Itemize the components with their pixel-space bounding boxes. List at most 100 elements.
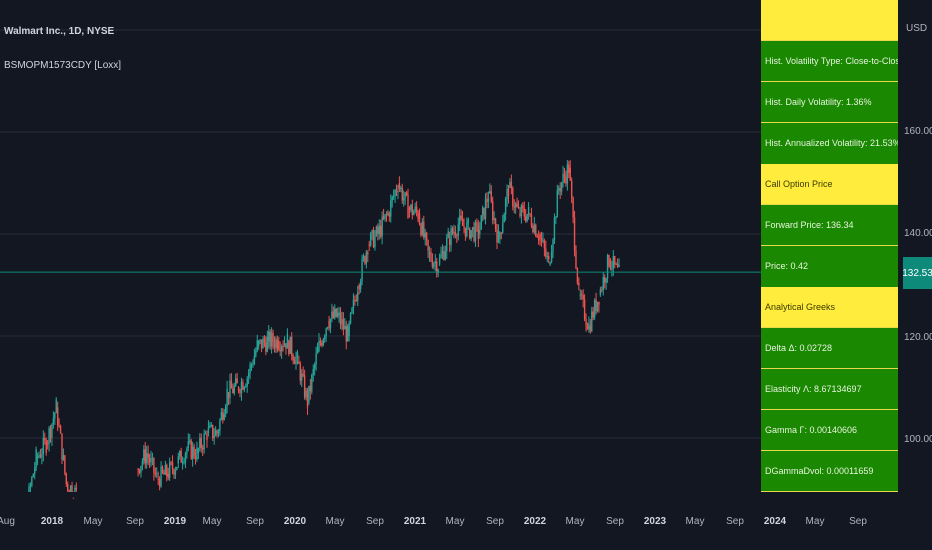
candle-body [410, 204, 412, 210]
candle-body [570, 180, 573, 198]
time-tick: 2020 [283, 516, 307, 527]
chart-area[interactable]: Walmart Inc., 1D, NYSE BSMOPM1573CDY [Lo… [0, 0, 898, 514]
candle-body [321, 343, 323, 346]
candle-body [568, 164, 570, 173]
time-tick: May [685, 516, 705, 527]
candle-body [275, 339, 277, 348]
candle-body [153, 457, 155, 473]
candle-body [263, 338, 266, 343]
candle-body [207, 427, 210, 433]
candle-body [404, 192, 406, 199]
candle-body [575, 250, 577, 269]
candle-body [334, 308, 336, 318]
candle-body [614, 256, 616, 265]
candle-body [209, 425, 211, 428]
candle-body [469, 228, 471, 239]
candle-body [237, 387, 240, 391]
candle-body [592, 311, 594, 318]
candle-body [308, 385, 310, 403]
candle-body [552, 239, 554, 252]
time-tick: 2024 [763, 516, 787, 527]
candle-body [164, 465, 167, 475]
candle-body [184, 453, 187, 463]
time-tick: May [565, 516, 585, 527]
candle-body [201, 447, 204, 450]
table-row: Price: 0.42 [761, 245, 898, 286]
candle-body [223, 413, 225, 420]
candle-body [405, 192, 408, 196]
candle-body [229, 380, 231, 399]
candle-body [34, 467, 36, 474]
candle-body [36, 456, 39, 459]
candle-body [222, 412, 224, 420]
candle-body [510, 181, 513, 189]
candle-body [438, 257, 441, 265]
candle-body [349, 312, 352, 323]
candle-body [535, 224, 537, 237]
candle-body [54, 413, 56, 419]
candle-body [367, 252, 369, 255]
candle-body [430, 252, 432, 261]
candle-body [302, 373, 304, 376]
candle-body [342, 319, 345, 330]
table-row: Forward Price: 136.34 [761, 204, 898, 245]
candle-body [605, 278, 607, 283]
candle-body [189, 440, 191, 442]
candle-body [364, 256, 366, 264]
candle-body [467, 219, 469, 223]
candle-body [565, 176, 567, 184]
candle-body [150, 458, 152, 463]
candle-body [75, 487, 78, 490]
candle-body [598, 301, 600, 305]
price-chart[interactable] [0, 0, 898, 514]
time-tick: May [325, 516, 345, 527]
candle-body [377, 226, 379, 234]
candle-body [291, 336, 293, 356]
candle-body [421, 221, 424, 235]
candle-body [499, 232, 501, 240]
candle-body [466, 222, 468, 237]
candle-body [380, 225, 382, 237]
candle-body [52, 418, 55, 424]
candle-body [382, 216, 385, 219]
candle-body [56, 407, 59, 426]
candle-body [507, 189, 510, 197]
candle-body [245, 386, 247, 388]
candle-body [325, 328, 327, 337]
symbol-legend[interactable]: Walmart Inc., 1D, NYSE [4, 26, 115, 37]
candle-body [523, 208, 525, 217]
candle-body [319, 341, 322, 344]
candle-body [226, 388, 228, 407]
candle-body [173, 469, 175, 475]
candle-body [345, 325, 347, 342]
candle-body [486, 199, 488, 203]
candle-body [243, 386, 246, 390]
candle-body [148, 457, 151, 463]
candle-body [390, 200, 392, 217]
candle-body [306, 390, 309, 408]
candle-body [542, 240, 544, 242]
candle-body [536, 236, 538, 238]
time-tick: Sep [366, 516, 384, 527]
candle-body [530, 214, 533, 226]
candle-body [556, 190, 559, 218]
candle-body [593, 299, 596, 318]
candle-body [392, 196, 395, 198]
candle-body [180, 450, 182, 463]
candle-body [191, 446, 194, 459]
candle-body [235, 378, 237, 386]
candle-body [315, 353, 317, 365]
candle-body [69, 485, 72, 492]
candle-body [31, 477, 33, 486]
indicator-legend[interactable]: BSMOPM1573CDY [Loxx] [4, 60, 122, 71]
candle-body [436, 261, 438, 274]
candle-body [361, 259, 363, 282]
candle-body [500, 232, 503, 234]
candle-body [309, 385, 312, 392]
candle-body [397, 191, 399, 193]
candle-body [197, 448, 200, 454]
candle-body [203, 433, 205, 450]
candle-body [301, 373, 303, 381]
candle-body [555, 217, 557, 219]
candle-body [250, 364, 253, 366]
